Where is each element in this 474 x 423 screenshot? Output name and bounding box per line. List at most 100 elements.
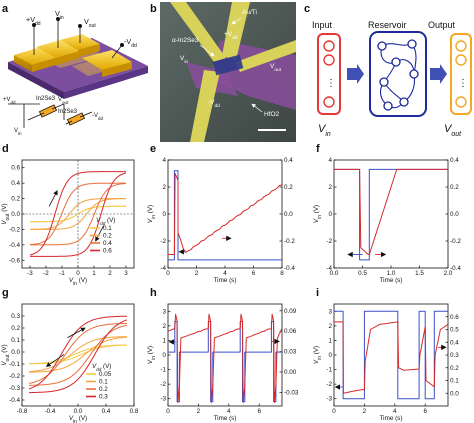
vin-trace (168, 170, 282, 261)
label-vin-a: Vin (55, 9, 64, 21)
y-tick-label: 0 (162, 211, 166, 218)
y2-tick-label: 0.1 (450, 378, 459, 385)
y-tick-label: -2 (326, 238, 332, 245)
panel-label-g: g (2, 287, 9, 299)
input-node-1 (323, 40, 335, 52)
reservoir-node-5 (379, 77, 389, 87)
y2-tick-label: 0.0 (450, 390, 459, 397)
electrode-2 (36, 40, 80, 65)
legend-title: Vdd (V) (96, 217, 115, 226)
x-tick-label: 2 (108, 270, 112, 277)
reservoir-box (369, 31, 427, 117)
y2-tick-label: 0.09 (284, 308, 297, 315)
y-axis-label: Vin (V) (313, 346, 323, 364)
series-0.6-branch-1 (30, 172, 127, 257)
reservoir-node-1 (377, 41, 387, 51)
panel-f: f 0.0 0.5 1.0 1.5 2.0 -4 -2 0 2 4 -0.4 -0.2 0.0 0.2 0.… (313, 143, 461, 284)
plot-frame (167, 303, 283, 407)
label-vout-a: Vout (84, 17, 96, 29)
y-tick-label: 0.2 (11, 196, 20, 203)
y-tick-label: -3 (160, 396, 166, 403)
y2-tick-label: -0.4 (450, 265, 461, 272)
reservoir-label: Reservoir (368, 20, 407, 30)
y-tick-label: -0.3 (9, 385, 20, 392)
x-tick-label: 4 (393, 408, 397, 415)
x-tick-label: 0 (332, 408, 336, 415)
y-tick-label: 3 (162, 308, 166, 315)
label-vin-b: Vin (180, 55, 188, 65)
x-tick-label: -0.4 (45, 408, 56, 415)
x-tick-label: 1 (92, 270, 96, 277)
y-tick-label: 1 (328, 337, 332, 344)
y2-tick-label: 0.2 (450, 365, 459, 372)
legend-entry: 0.2 (99, 386, 108, 393)
y-axis-label: Vin (V) (313, 205, 323, 223)
circuit-diagram (8, 103, 93, 128)
vin-label-c: Vin (318, 123, 331, 138)
legend-entry: 0.3 (99, 394, 108, 401)
x-tick-label: 8 (280, 270, 284, 277)
x-tick-label: 0.5 (358, 270, 367, 277)
plot-frame (333, 303, 449, 407)
x-tick-label: 0 (166, 270, 170, 277)
y2-tick-label: 0.06 (284, 328, 297, 335)
x-tick-label: 0.4 (102, 408, 111, 415)
panel-label-c: c (304, 3, 310, 15)
x-tick-label: 2 (197, 408, 201, 415)
label-vout-b: Vout (270, 63, 282, 73)
series-0.2-branch-1 (28, 324, 128, 386)
input-label: Input (312, 20, 333, 30)
y-tick-label: 0.0 (11, 349, 20, 356)
panel-g: g -0.8 -0.4 0.0 0.4 0.8 -0.4 -0.3 -0.2 -0.1 0.0 0.… (1, 287, 139, 423)
vout-trace (168, 173, 283, 255)
legend-entry: 0.6 (103, 248, 112, 255)
series-0.1-branch-2 (30, 205, 126, 223)
y2-tick-label: 0.03 (284, 349, 297, 356)
panel-a: a +Vdd (2, 3, 148, 136)
output-node-1 (455, 40, 467, 52)
vin-trace (334, 168, 448, 261)
y-tick-label: 0.3 (11, 313, 20, 320)
x-axis-label: Time (s) (214, 415, 237, 422)
y2-tick-label: 0.0 (284, 211, 293, 218)
y-tick-label: -1 (326, 367, 332, 374)
label-minus-vdd: -Vdd (124, 37, 137, 49)
x-tick-label: -1 (59, 270, 65, 277)
label-plus-vdd: +Vdd (26, 15, 41, 27)
output-node-3 (455, 96, 467, 108)
reservoir-node-4 (409, 69, 419, 79)
reservoir-node-2 (407, 39, 417, 49)
electrode-4 (82, 50, 132, 77)
series-0.6-branch-2 (29, 171, 126, 256)
series-0.2-branch-1 (30, 198, 126, 230)
y-tick-label: -3 (326, 396, 332, 403)
arrow-in (347, 64, 364, 84)
y-tick-label: 2 (328, 184, 332, 191)
x-tick-label: 6 (423, 408, 427, 415)
x-tick-label: -0.8 (17, 408, 28, 415)
series-0.2-branch-2 (28, 322, 128, 384)
y-tick-label: -0.4 (9, 242, 20, 249)
series-0.3-branch-1 (29, 319, 128, 394)
x-tick-label: 1.0 (387, 270, 396, 277)
vout-trace (334, 168, 448, 255)
legend-entry: 0.2 (103, 233, 112, 240)
x-tick-label: 0.0 (74, 408, 83, 415)
substrate-left (8, 62, 64, 99)
y-tick-label: -0.1 (9, 361, 20, 368)
output-layer-box (450, 33, 472, 115)
x-axis-label: Time (s) (214, 277, 237, 284)
series-0.05-branch-1 (29, 344, 128, 365)
y-tick-label: 0.0 (11, 211, 20, 218)
x-tick-label: 6 (257, 408, 261, 415)
x-tick-label: -2 (43, 270, 49, 277)
x-tick-label: 0 (166, 408, 170, 415)
panel-label-a: a (2, 3, 9, 15)
x-tick-label: 6 (252, 270, 256, 277)
legend-title: Vdd (V) (92, 363, 111, 372)
y-tick-label: -0.6 (9, 257, 20, 264)
y2-tick-label: -0.2 (450, 238, 461, 245)
panel-label-d: d (2, 143, 9, 155)
sem-electrode-3 (236, 40, 296, 72)
sem-electrode-2 (222, 2, 250, 60)
